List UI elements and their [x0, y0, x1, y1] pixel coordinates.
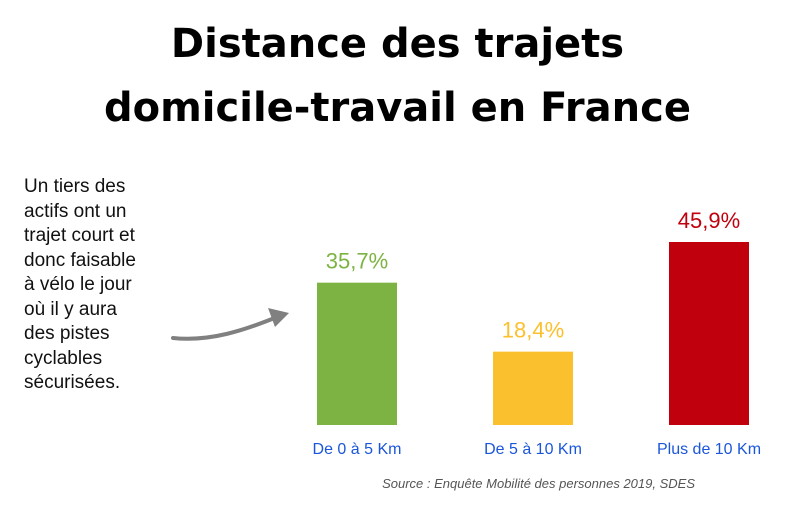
- category-label: Plus de 10 Km: [657, 441, 761, 458]
- bar: [317, 282, 397, 425]
- annotation-line: des pistes: [24, 323, 110, 344]
- source-note: Source : Enquête Mobilité des personnes …: [382, 476, 695, 491]
- curved-arrow-icon: [171, 308, 289, 341]
- data-label: 35,7%: [326, 249, 388, 274]
- category-label: De 0 à 5 Km: [313, 441, 402, 458]
- data-label: 45,9%: [678, 208, 740, 233]
- bar: [493, 351, 573, 425]
- annotation-text: Un tiers des actifs ont un trajet court …: [24, 175, 174, 396]
- annotation-line: actifs ont un: [24, 200, 127, 222]
- data-label: 18,4%: [502, 318, 564, 343]
- category-label: De 5 à 10 Km: [484, 441, 582, 458]
- annotation-line: sécurisées.: [24, 372, 121, 393]
- bar-chart: 35,7% De 0 à 5 Km 18,4% De 5 à 10 Km 45,9% Pl…: [313, 208, 762, 458]
- chart-title-line-2: domicile-travail en France: [104, 85, 691, 131]
- annotation-line: Un tiers des: [24, 176, 126, 197]
- annotation-line: trajet court et: [24, 225, 135, 246]
- annotation-line: donc faisable: [24, 249, 136, 271]
- bar: [669, 242, 749, 425]
- chart-title-line-1: Distance des trajets: [170, 21, 625, 67]
- annotation-line: où il y aura: [24, 298, 117, 320]
- annotation-line: à vélo le jour: [24, 274, 132, 295]
- annotation-line: cyclables: [24, 347, 103, 369]
